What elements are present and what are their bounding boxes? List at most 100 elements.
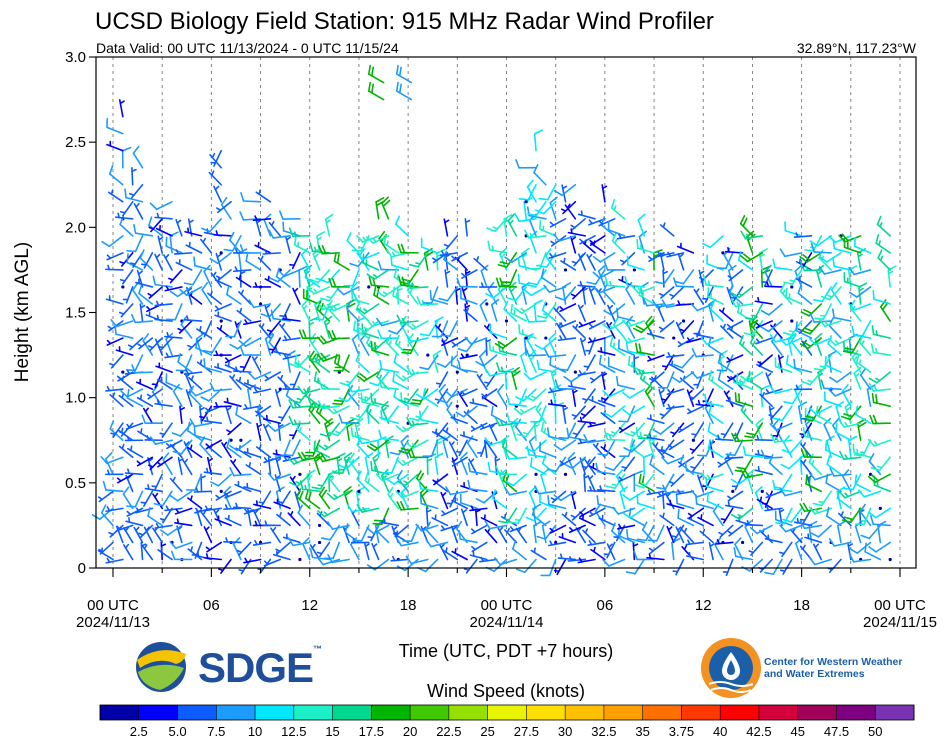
barb-flag [328,469,335,479]
barb-shaft [163,254,173,271]
barb-half-flag [480,282,484,288]
barb-half-flag [667,526,673,531]
wind-barb [419,320,439,337]
barb-half-flag [578,438,583,444]
wind-barb [512,539,527,561]
barb-flag [412,399,423,402]
barb-shaft [533,507,547,522]
barb-shaft [682,269,695,285]
barb-half-flag [550,399,553,406]
barb-shaft [238,290,252,305]
wind-barb [498,507,518,524]
wind-barb [720,323,734,339]
wind-barb [828,337,852,346]
wind-barb [169,286,193,298]
barb-half-flag [313,402,317,409]
barb-shaft [488,424,498,442]
barb-half-flag [190,375,194,381]
barb-half-flag [579,304,584,310]
barb-flag [804,448,809,458]
barb-shaft [685,469,705,476]
wind-barb [539,219,557,237]
barb-half-flag [330,476,335,482]
barb-shaft [558,536,577,544]
wind-barb [764,558,783,575]
barb-half-flag [654,442,659,448]
barb-shaft [858,341,872,356]
wind-barb [730,286,754,299]
wind-barb [144,435,163,442]
barb-flag [393,267,398,278]
barb-flag [553,444,563,451]
barb-flag [701,242,712,249]
barb-flag [438,383,446,392]
barb-half-flag [860,340,865,346]
barb-shaft [119,223,134,237]
wind-barb [405,439,429,450]
barb-half-flag [415,262,421,265]
wind-barb [488,424,498,442]
wind-barb [203,358,223,373]
wind-barb [662,484,685,494]
barb-flag [313,440,316,451]
barb-flag [737,250,742,261]
wind-barb [597,439,616,456]
wind-barb [470,422,488,432]
barb-flag [636,494,639,505]
barb-shaft [864,551,882,561]
barb-shaft [172,390,183,407]
wind-barb [808,472,832,481]
wind-barb [226,438,242,459]
barb-flag [300,247,309,256]
wind-barb [308,317,318,339]
wind-barb [397,243,419,254]
barb-flag [172,450,183,455]
barb-flag [799,343,809,350]
barb-half-flag [689,448,696,452]
barb-flag [523,289,532,297]
wind-barb [201,218,223,233]
barb-shaft [644,390,655,407]
barb-shaft [737,311,754,322]
barb-shaft [725,354,734,372]
wind-barb [214,515,232,527]
barb-shaft [709,235,724,249]
wind-barb [518,324,537,339]
barb-shaft [107,191,124,203]
barb-flag [673,363,683,369]
barb-flag [812,502,823,507]
barb-flag [808,407,817,415]
barb-shaft [471,541,488,553]
barb-half-flag [266,329,273,333]
barb-shaft [754,469,773,476]
barb-flag [488,341,491,352]
barb-flag [523,372,532,381]
barb-flag [524,229,530,239]
barb-flag [398,450,409,455]
barb-half-flag [660,448,667,452]
barb-flag [508,521,519,525]
barb-shaft [165,245,183,254]
barb-half-flag [465,270,471,275]
wind-barb [528,486,537,510]
barb-flag [298,329,304,339]
barb-half-flag [265,304,271,310]
barb-flag [378,429,383,440]
barb-shaft [619,491,626,510]
barb-flag [392,371,395,383]
barb-shaft [345,456,360,470]
barb-flag [149,436,157,446]
barb-shaft [492,497,508,510]
barb-half-flag [107,469,111,476]
barb-half-flag [580,413,587,417]
barb-half-flag [511,423,517,429]
barb-shaft [628,516,646,527]
barb-shaft [134,490,144,508]
barb-half-flag [415,415,422,419]
wind-barb [702,286,714,304]
barb-shaft [489,371,508,377]
barb-flag [622,408,631,416]
barb-flag [177,353,182,363]
barb-shaft [208,388,223,402]
wind-barb [577,280,596,288]
